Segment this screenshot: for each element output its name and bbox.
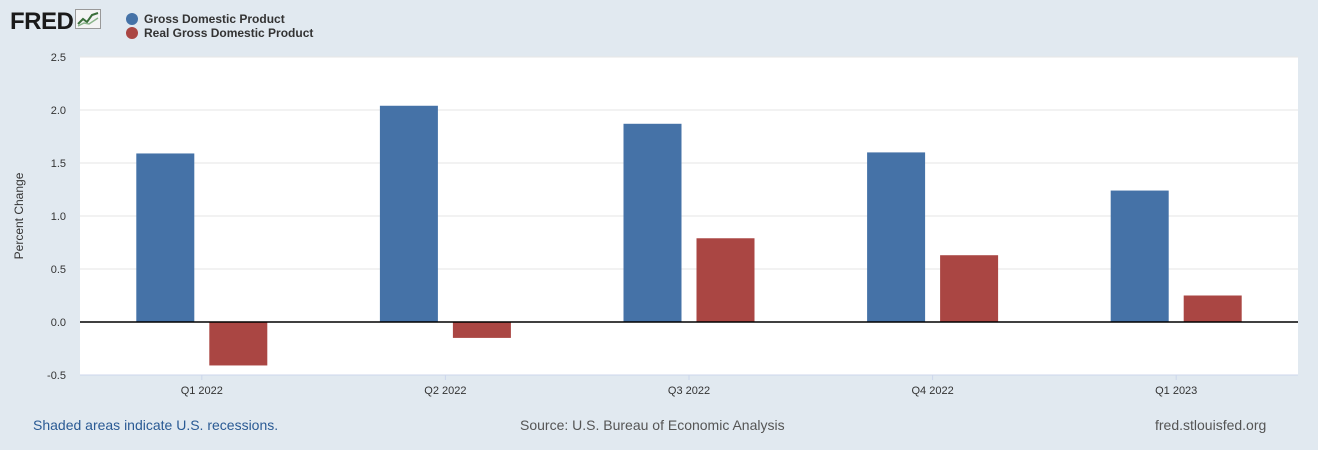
y-tick-label: 0.0 bbox=[51, 317, 66, 329]
bar-gdp-q2-2022 bbox=[379, 105, 438, 322]
fred-line-chart-icon bbox=[75, 9, 102, 34]
y-tick-label: 1.0 bbox=[51, 211, 66, 223]
x-tick-label: Q4 2022 bbox=[911, 385, 953, 397]
legend-label-gdp: Gross Domestic Product bbox=[144, 12, 285, 26]
x-tick-label: Q3 2022 bbox=[668, 385, 710, 397]
legend-item-gdp[interactable]: Gross Domestic Product bbox=[126, 12, 313, 26]
bar-real-gdp-q1-2022 bbox=[209, 322, 268, 366]
fred-logo-text: FRED bbox=[10, 7, 74, 35]
bar-gdp-q4-2022 bbox=[867, 152, 926, 322]
legend-swatch-gdp bbox=[126, 13, 138, 25]
y-tick-label: -0.5 bbox=[47, 370, 66, 382]
y-tick-label: 0.5 bbox=[51, 264, 66, 276]
source-text: Source: U.S. Bureau of Economic Analysis bbox=[520, 417, 785, 433]
legend-label-real-gdp: Real Gross Domestic Product bbox=[144, 26, 314, 40]
y-tick-label: 1.5 bbox=[51, 158, 66, 170]
y-tick-label: 2.5 bbox=[51, 52, 66, 64]
bar-gdp-q1-2022 bbox=[136, 153, 195, 322]
bar-gdp-q3-2022 bbox=[623, 123, 682, 322]
site-text: fred.stlouisfed.org bbox=[1155, 417, 1267, 433]
legend-swatch-real-gdp bbox=[126, 27, 138, 39]
x-tick-label: Q1 2022 bbox=[181, 385, 223, 397]
bar-gdp-q1-2023 bbox=[1110, 190, 1169, 322]
bar-real-gdp-q1-2023 bbox=[1183, 295, 1242, 322]
x-tick-label: Q2 2022 bbox=[424, 385, 466, 397]
legend-item-real-gdp[interactable]: Real Gross Domestic Product bbox=[126, 26, 313, 40]
chart-legend: Gross Domestic Product Real Gross Domest… bbox=[126, 12, 313, 40]
y-tick-label: 2.0 bbox=[51, 105, 66, 117]
x-tick-label: Q1 2023 bbox=[1155, 385, 1197, 397]
bar-real-gdp-q4-2022 bbox=[940, 255, 999, 322]
fred-logo[interactable]: FRED bbox=[10, 7, 102, 35]
recession-note-link[interactable]: Shaded areas indicate U.S. recessions. bbox=[33, 417, 279, 433]
bar-real-gdp-q3-2022 bbox=[696, 238, 755, 322]
y-axis-label: Percent Change bbox=[12, 172, 26, 259]
bar-real-gdp-q2-2022 bbox=[452, 322, 511, 338]
